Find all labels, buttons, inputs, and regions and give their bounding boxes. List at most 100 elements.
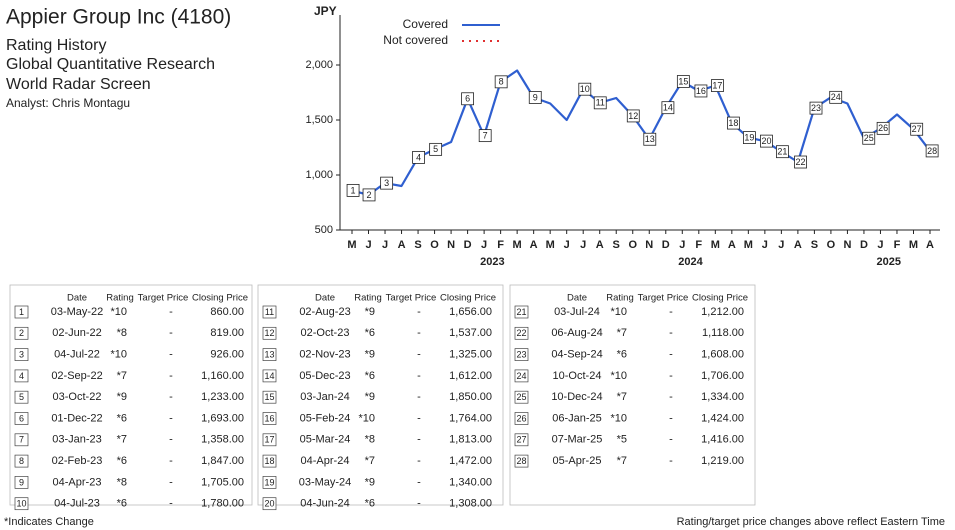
- target-cell: -: [669, 412, 673, 424]
- close-cell: 819.00: [210, 327, 244, 339]
- target-cell: -: [169, 455, 173, 467]
- rating-cell: *6: [617, 349, 627, 361]
- close-cell: 1,160.00: [201, 370, 244, 382]
- marker-box: [676, 75, 690, 88]
- date-cell: 02-Sep-22: [51, 370, 102, 382]
- marker-label: 25: [864, 133, 874, 143]
- row-number: 24: [516, 371, 526, 381]
- row-number-box: [514, 326, 529, 340]
- row-number: 8: [19, 456, 24, 466]
- date-cell: 05-Feb-24: [300, 412, 351, 424]
- row-number: 22: [516, 328, 526, 338]
- y-tick-label: 1,000: [305, 169, 333, 181]
- date-cell: 02-Oct-23: [301, 327, 350, 339]
- close-cell: 1,847.00: [201, 455, 244, 467]
- date-cell: 06-Aug-24: [551, 327, 602, 339]
- close-cell: 1,537.00: [449, 327, 492, 339]
- x-tick-label: A: [728, 239, 736, 251]
- row-number: 13: [264, 349, 274, 359]
- date-cell: 02-Aug-23: [299, 306, 350, 318]
- x-tick-label: J: [877, 239, 883, 251]
- close-cell: 1,334.00: [701, 391, 744, 403]
- rating-cell: *8: [365, 434, 375, 446]
- rating-cell: *5: [617, 434, 627, 446]
- company-title: Appier Group Inc (4180): [6, 6, 231, 29]
- date-cell: 03-Jan-23: [52, 434, 102, 446]
- marker-label: 9: [533, 92, 538, 102]
- row-number: 16: [264, 413, 274, 423]
- close-cell: 1,325.00: [449, 349, 492, 361]
- rating-cell: *6: [117, 455, 127, 467]
- marker-label: 8: [499, 77, 504, 87]
- x-tick-label: O: [827, 239, 836, 251]
- row-number-box: [262, 305, 277, 319]
- target-cell: -: [669, 391, 673, 403]
- marker-box: [694, 84, 708, 98]
- row-number: 20: [264, 499, 274, 509]
- subtitle: Rating History: [6, 37, 106, 54]
- target-cell: -: [169, 498, 173, 510]
- marker-box: [760, 134, 773, 148]
- table-panel: [509, 284, 756, 506]
- y-axis-label: JPY: [314, 4, 337, 18]
- rating-cell: *10: [610, 370, 627, 382]
- close-cell: 1,118.00: [702, 327, 744, 339]
- column-header: Target Price: [138, 293, 189, 304]
- target-cell: -: [169, 476, 173, 488]
- row-number-box: [262, 454, 277, 468]
- legend-label: Not covered: [383, 33, 448, 47]
- row-number-box: [262, 412, 277, 425]
- date-cell: 05-Apr-25: [553, 455, 602, 467]
- target-cell: -: [169, 370, 173, 382]
- target-cell: -: [417, 327, 421, 339]
- y-tick-label: 1,500: [305, 114, 333, 126]
- close-cell: 1,656.00: [449, 306, 492, 318]
- target-cell: -: [417, 349, 421, 361]
- rating-cell: *10: [610, 306, 627, 318]
- marker-label: 6: [465, 94, 470, 104]
- x-tick-label: D: [464, 239, 472, 251]
- column-header: Rating: [354, 293, 381, 304]
- marker-label: 22: [796, 157, 806, 167]
- close-cell: 860.00: [210, 306, 244, 318]
- close-cell: 1,693.00: [201, 412, 244, 424]
- row-number-box: [14, 497, 29, 511]
- column-header: Target Price: [386, 293, 437, 304]
- close-cell: 1,212.00: [701, 306, 744, 318]
- date-cell: 04-Sep-24: [551, 349, 602, 361]
- date-cell: 03-Jul-24: [554, 306, 600, 318]
- marker-box: [362, 188, 376, 202]
- marker-box: [643, 132, 657, 146]
- row-number: 12: [264, 328, 274, 338]
- close-cell: 1,612.00: [449, 370, 492, 382]
- rating-cell: *6: [117, 498, 127, 510]
- row-number: 10: [16, 499, 26, 509]
- close-cell: 1,219.00: [701, 455, 744, 467]
- date-cell: 04-Jun-24: [300, 498, 350, 510]
- target-cell: -: [417, 434, 421, 446]
- x-tick-label: F: [695, 239, 702, 251]
- marker-label: 28: [927, 146, 937, 156]
- x-tick-label: M: [546, 239, 555, 251]
- marker-label: 3: [384, 178, 389, 188]
- marker-box: [626, 109, 640, 123]
- row-number: 1: [19, 307, 24, 317]
- close-cell: 1,358.00: [201, 434, 244, 446]
- rating-cell: *6: [365, 498, 375, 510]
- row-number: 2: [19, 328, 24, 338]
- close-cell: 1,308.00: [449, 498, 492, 510]
- price-line: [351, 69, 931, 196]
- marker-label: 16: [696, 86, 706, 96]
- x-tick-label: A: [398, 239, 406, 251]
- x-tick-label: O: [430, 239, 439, 251]
- rating-cell: *7: [617, 455, 627, 467]
- row-number: 17: [264, 435, 274, 445]
- row-number: 15: [264, 392, 274, 402]
- rating-cell: *10: [110, 349, 127, 361]
- row-number: 5: [19, 392, 24, 402]
- marker-label: 1: [351, 185, 356, 195]
- x-tick-label: S: [414, 239, 421, 251]
- date-cell: 05-Mar-24: [300, 434, 351, 446]
- date-cell: 04-Apr-24: [301, 455, 350, 467]
- rating-cell: *7: [117, 370, 127, 382]
